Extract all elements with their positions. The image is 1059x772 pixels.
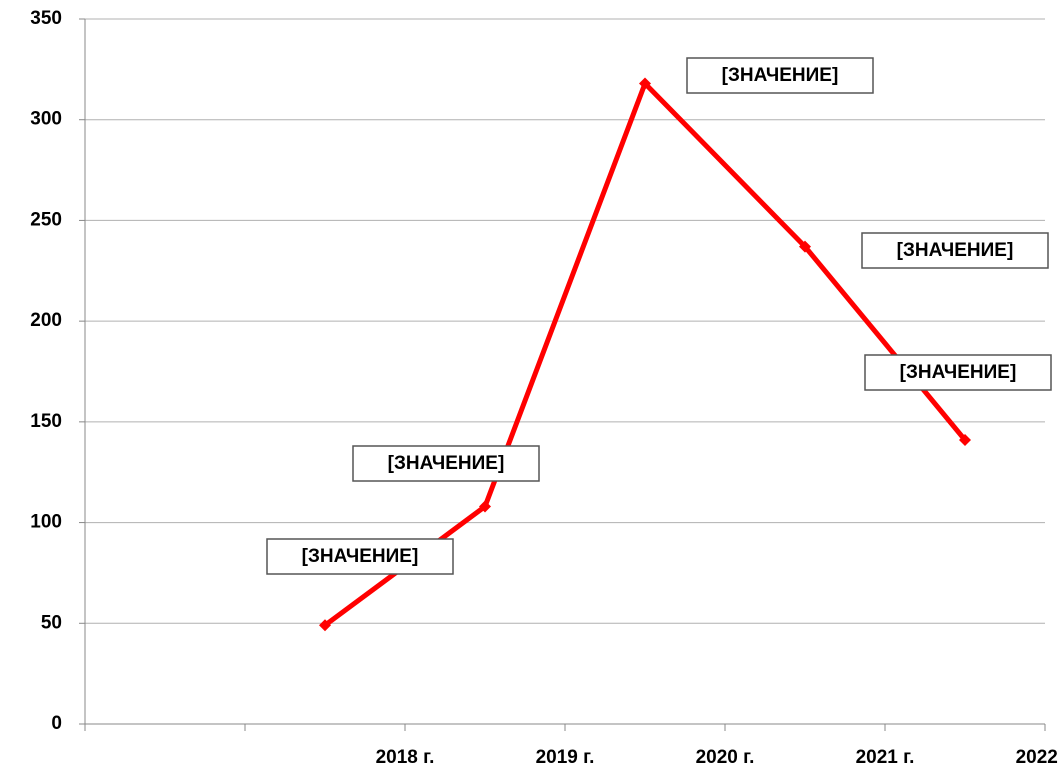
data-label: [ЗНАЧЕНИЕ]: [722, 65, 839, 86]
data-label: [ЗНАЧЕНИЕ]: [388, 453, 505, 474]
data-label-box: [686, 57, 874, 94]
y-tick-label: 300: [30, 109, 62, 130]
marker: [479, 500, 491, 513]
data-label: [ЗНАЧЕНИЕ]: [897, 240, 1014, 261]
y-tick-label: 100: [30, 512, 62, 533]
y-tick-label: 200: [30, 310, 62, 331]
x-tick-label: 2019 г.: [536, 747, 595, 768]
y-tick-label: 0: [51, 713, 62, 734]
x-tick-label: 2021 г.: [856, 747, 915, 768]
y-tick-label: 50: [41, 612, 62, 633]
y-tick-label: 150: [30, 411, 62, 432]
x-tick-label: 2018 г.: [376, 747, 435, 768]
data-label-box: [864, 354, 1052, 391]
x-tick-label: 2022 г.: [1016, 747, 1059, 768]
marker: [319, 619, 331, 632]
x-tick-label: 2020 г.: [696, 747, 755, 768]
marker: [799, 240, 811, 253]
y-tick-label: 250: [30, 209, 62, 230]
marker: [639, 77, 651, 90]
marker: [959, 433, 971, 446]
data-label: [ЗНАЧЕНИЕ]: [900, 362, 1017, 383]
data-label: [ЗНАЧЕНИЕ]: [302, 546, 419, 567]
y-tick-label: 350: [30, 8, 62, 29]
data-label-box: [861, 232, 1049, 269]
data-label-box: [352, 445, 540, 482]
data-label-box: [266, 538, 454, 575]
